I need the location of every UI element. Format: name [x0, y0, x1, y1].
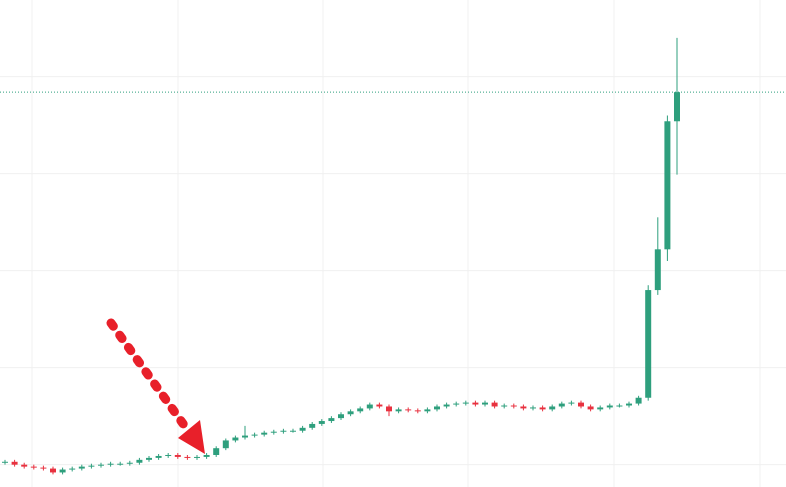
candle-body	[203, 454, 210, 457]
candle-body	[11, 461, 18, 465]
candle-body	[194, 456, 200, 458]
candle-body	[309, 423, 316, 428]
candle-body	[146, 457, 152, 460]
candle-body	[261, 432, 268, 435]
candle-body	[318, 421, 325, 424]
vertical-grid	[31, 0, 761, 487]
candle-body	[88, 465, 95, 467]
candle-body	[530, 407, 536, 409]
candle-body	[645, 290, 652, 398]
candle-body	[69, 468, 76, 470]
candle-body	[165, 454, 172, 456]
candle-body	[126, 462, 133, 464]
candle-body	[232, 437, 239, 441]
candle-body	[290, 430, 296, 432]
candle-body	[539, 407, 546, 410]
candle-body	[587, 406, 594, 410]
candle-body	[270, 431, 277, 433]
candle-body	[386, 406, 392, 412]
candle-body	[98, 464, 104, 466]
arrow-shaft	[106, 318, 189, 430]
candle-body	[635, 397, 642, 404]
candle-body	[482, 402, 488, 405]
candle-body	[558, 403, 565, 407]
candle-body	[491, 402, 498, 407]
candle-body	[405, 409, 412, 411]
candle-body	[213, 448, 220, 455]
candle-body	[578, 402, 584, 407]
candle-body	[424, 409, 431, 412]
candle-body	[338, 414, 344, 419]
candle-body	[117, 463, 124, 465]
candle-body	[59, 469, 66, 473]
candle-body	[472, 402, 479, 405]
candle-body	[222, 440, 229, 449]
candle-body	[443, 404, 450, 407]
candle-body	[50, 468, 56, 473]
candle-body	[606, 405, 613, 408]
candle-body	[654, 249, 661, 291]
candle-body	[357, 408, 364, 412]
candle-body	[434, 406, 440, 410]
candle-body	[597, 407, 604, 410]
candle-body	[462, 402, 469, 404]
candle-body	[155, 455, 162, 458]
candle-body	[568, 402, 575, 404]
candle-body	[664, 121, 671, 250]
candle-body	[78, 466, 85, 469]
candle-body	[347, 411, 354, 415]
candle-body	[414, 410, 421, 412]
candle-body	[40, 467, 47, 469]
candle-body	[328, 418, 335, 422]
candle-body	[376, 404, 383, 407]
candle-body	[501, 405, 508, 407]
candle-body	[184, 456, 191, 458]
annotation-arrow	[106, 318, 205, 454]
candle-body	[453, 403, 460, 405]
candle-body	[626, 403, 632, 406]
candle-body	[2, 461, 8, 463]
candles	[2, 37, 680, 475]
candle-body	[107, 463, 114, 465]
candle-body	[174, 454, 181, 457]
candle-body	[549, 406, 556, 410]
arrow-head	[178, 420, 205, 454]
candle-body	[21, 464, 28, 467]
candle-body	[251, 434, 258, 436]
candle-body	[299, 427, 306, 431]
candle-body	[674, 92, 680, 122]
candle-body	[520, 406, 527, 409]
candle-body	[30, 466, 37, 468]
candle-body	[395, 409, 402, 412]
candle-body	[616, 405, 623, 407]
candle-body	[242, 435, 248, 438]
candle-body	[366, 404, 373, 409]
candle-body	[136, 459, 143, 463]
candle-body	[280, 430, 287, 432]
candle-body	[510, 405, 517, 407]
